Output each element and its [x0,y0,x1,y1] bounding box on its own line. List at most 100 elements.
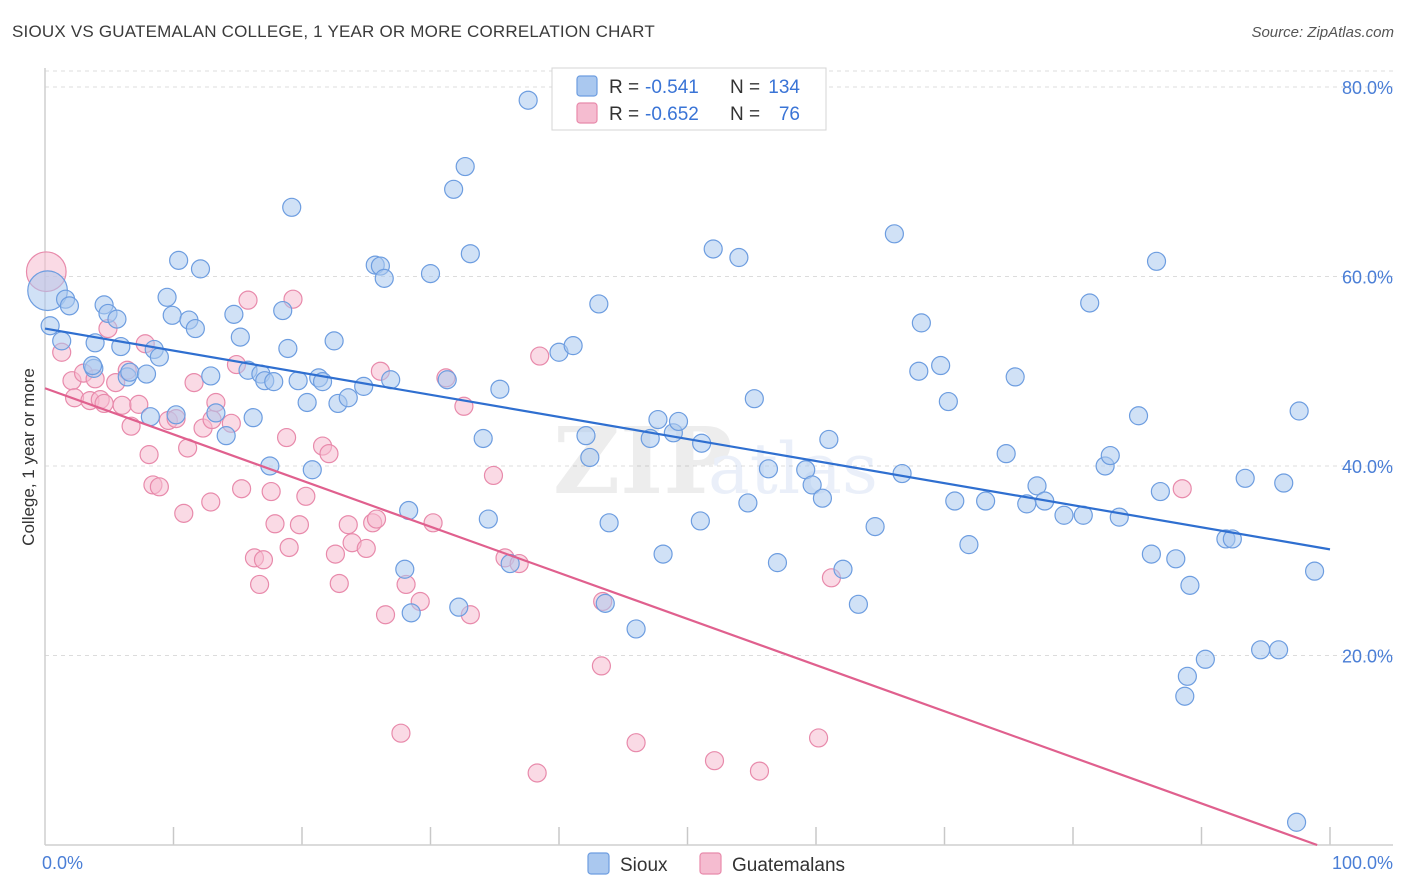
data-point [1177,666,1197,686]
data-point [230,327,250,347]
data-point [1235,468,1255,488]
data-point [1251,640,1271,660]
data-point [1128,406,1149,426]
series-legend: Sioux Guatemalans [587,852,845,876]
data-point [356,538,376,559]
trend-line [44,387,1318,847]
y-tick-label: 20.0% [1342,646,1393,666]
data-point [40,316,60,336]
data-point [338,388,358,408]
data-point [391,723,411,743]
data-point [216,426,236,446]
data-point [1304,561,1325,581]
x-tick-label-end: 100.0% [1332,853,1393,873]
data-point [455,156,475,177]
data-point [1080,293,1100,313]
data-point [738,493,758,513]
y-tick-label: 40.0% [1342,457,1393,477]
data-point [580,447,600,468]
data-point [206,403,226,423]
stats-legend-box [551,67,827,131]
sioux-swatch [576,75,598,97]
data-point [819,429,839,450]
data-point [444,179,464,199]
data-point [201,366,221,386]
data-point [324,331,344,351]
data-point [82,355,103,376]
chart-title: SIOUX VS GUATEMALAN COLLEGE, 1 YEAR OR M… [12,22,655,41]
data-point [865,517,885,537]
data-point [749,761,770,781]
data-point [1172,479,1192,499]
data-point [648,409,668,430]
data-point [423,513,443,533]
data-point [289,515,310,535]
source-label: Source: ZipAtlas.com [1251,24,1394,41]
data-point [302,460,322,480]
data-point [1175,686,1195,706]
data-point [802,475,822,495]
data-point [626,733,646,753]
data-point [249,574,270,595]
data-point [449,597,469,617]
trend-layer [44,327,1331,847]
data-point [1054,505,1074,525]
data-point [375,605,396,625]
data-point [1146,251,1167,271]
data-point [473,428,493,449]
data-point [527,763,547,783]
data-point [261,481,281,502]
data-point [884,224,904,244]
data-point [976,491,996,511]
data-point [595,593,615,613]
data-point [703,239,723,259]
data-point [848,594,869,614]
data-point [174,503,194,523]
data-point [1268,640,1289,660]
data-point [1180,575,1200,595]
stats-legend: R = -0.541 N = 134 R = -0.652 N = 76 [551,67,827,131]
data-point [238,290,258,310]
data-point [276,427,297,448]
data-point [112,395,132,415]
data-point [338,515,358,535]
data-point [490,379,510,399]
data-point [139,445,159,465]
data-point [366,509,387,529]
data-point [744,389,764,409]
y-tick-label: 60.0% [1342,267,1393,287]
data-point [162,305,182,325]
data-point [1027,476,1047,496]
data-point [808,728,829,748]
data-point [758,459,779,479]
sioux-r-label: R = [609,77,639,98]
data-point [166,405,186,425]
data-point [690,511,710,531]
data-point [319,444,339,464]
data-point [767,553,788,573]
data-point [282,197,302,217]
tick-labels: 0.0% 100.0% 20.0% 40.0% 60.0% 80.0% [42,78,1393,873]
data-point [232,479,252,499]
data-point [704,751,725,771]
data-point [278,338,298,359]
data-point [185,318,205,339]
data-point [265,514,285,534]
data-point [589,294,609,314]
data-point [576,426,596,446]
data-point [626,619,646,639]
data-point [52,331,72,351]
data-point [273,300,293,321]
data-point [1289,401,1309,421]
watermark: ZIP atlas [553,407,878,515]
data-point [1005,367,1025,387]
data-point [729,247,749,268]
sioux-n-label: N = [730,77,760,98]
data-point [833,559,853,579]
data-point [1195,649,1215,669]
guatemalans-swatch [576,102,598,124]
data-point [395,559,415,579]
data-point [297,392,317,413]
data-point [279,537,299,558]
guatemalans-r-value: -0.652 [645,104,699,125]
